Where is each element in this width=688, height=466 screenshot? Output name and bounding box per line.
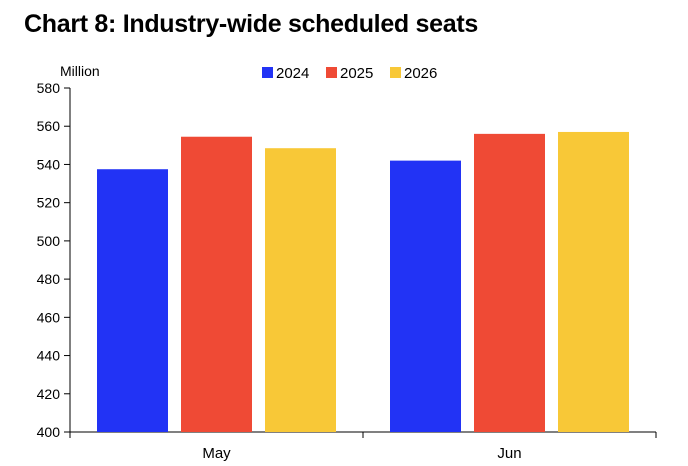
y-tick-label: 480 [37,271,61,287]
y-axis: 400 420 440 460 480 500 520 540 560 580 [37,80,71,440]
bar-2025-may [181,136,252,432]
y-tick-label: 540 [37,156,61,172]
x-tick-label: May [202,445,231,462]
y-tick-label: 400 [37,424,61,440]
y-tick-label: 560 [37,118,61,134]
y-tick-label: 500 [37,233,61,249]
y-tick-label: 520 [37,195,61,211]
y-tick-label: 440 [37,348,61,364]
bar-2026-may [265,148,336,432]
legend-label-2025: 2025 [340,65,373,82]
legend-swatch-2026 [390,67,401,78]
legend-label-2024: 2024 [276,65,309,82]
y-tick-label: 580 [37,80,61,96]
chart-title: Chart 8: Industry-wide scheduled seats [24,10,478,38]
y-axis-unit-label: Million [60,63,100,79]
bar-2024-jun [390,160,461,432]
legend: 2024 2025 2026 [262,65,437,82]
x-tick-label: Jun [497,445,521,462]
y-tick-label: 420 [37,386,61,402]
bar-2025-jun [474,133,545,432]
legend-label-2026: 2026 [404,65,437,82]
bar-2026-jun [558,131,629,432]
x-axis: May Jun [69,431,657,462]
bar-2024-may [97,169,168,432]
y-tick-label: 460 [37,309,61,325]
legend-swatch-2024 [262,67,273,78]
legend-swatch-2025 [326,67,337,78]
bars [97,131,629,432]
